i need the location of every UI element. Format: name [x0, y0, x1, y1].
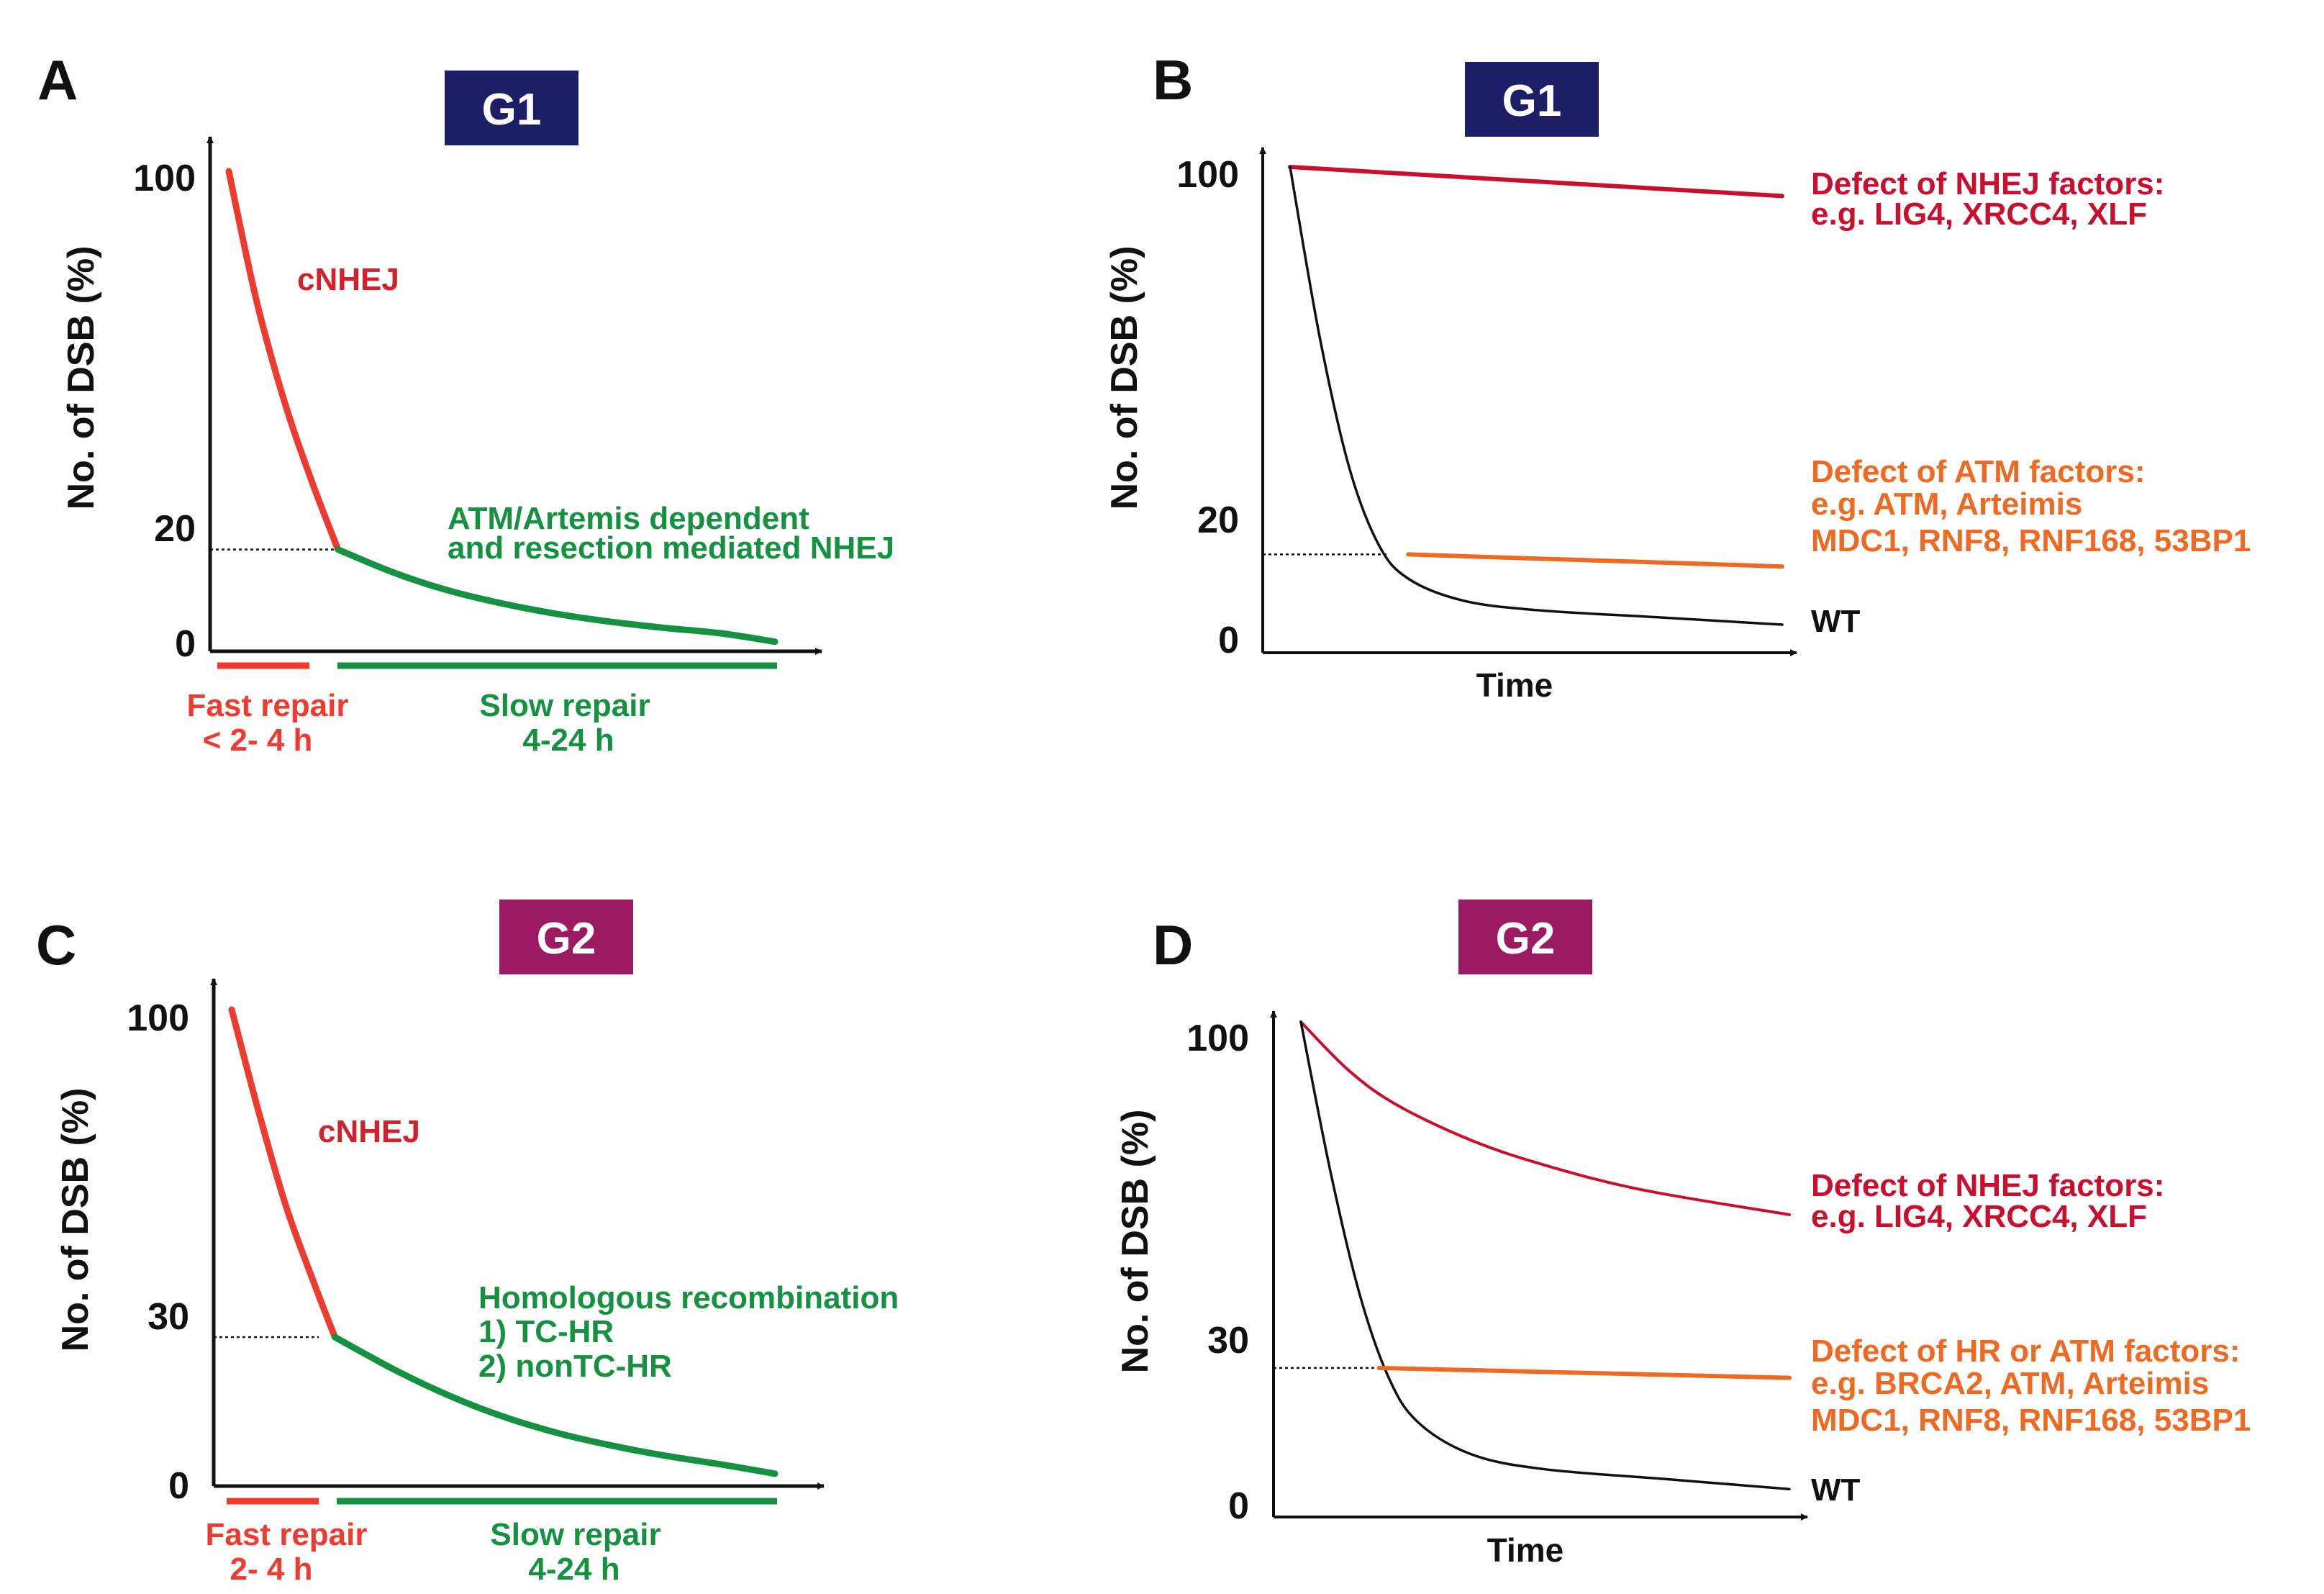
- panel-c-slow-time: 4-24 h: [528, 1552, 619, 1587]
- panel-b-ytick-100: 100: [1176, 154, 1239, 196]
- panel-c-slow-title: Slow repair: [490, 1517, 661, 1552]
- panel-b-xlabel: Time: [1476, 666, 1553, 704]
- panel-b-atm-examples-1: e.g. ATM, Arteimis: [1811, 486, 2082, 522]
- panel-c-ytick-0: 0: [168, 1465, 189, 1507]
- panel-b-nhej-defect-curve: [1288, 165, 1784, 199]
- panel-d-xlabel: Time: [1487, 1531, 1564, 1569]
- panel-a-badge: G1: [482, 85, 542, 135]
- panel-d-badge-box: [1458, 900, 1592, 974]
- panel-c-hr-title: Homologous recombination: [478, 1280, 899, 1315]
- panel-a-ytick-20: 20: [154, 508, 196, 550]
- panel-c-ylabel: No. of DSB (%): [55, 1088, 96, 1352]
- panel-d-atm-examples-2: MDC1, RNF8, RNF168, 53BP1: [1811, 1403, 2251, 1438]
- panel-c-ytick-30: 30: [147, 1296, 189, 1338]
- panel-d-wt-curve: [1299, 1020, 1791, 1490]
- panel-b-letter: B: [1153, 48, 1193, 112]
- panel-c-fast-title: Fast repair: [206, 1517, 368, 1552]
- panel-a-ylabel: No. of DSB (%): [60, 246, 102, 510]
- panel-c-letter: C: [36, 913, 76, 977]
- panel-b-wt-curve: [1289, 166, 1784, 626]
- panel-b-badge: G1: [1502, 76, 1562, 126]
- panel-b-atm-title: Defect of ATM factors:: [1811, 454, 2145, 489]
- panel-c-cnhej-label: cNHEJ: [318, 1114, 420, 1149]
- panel-c-ytick-100: 100: [127, 997, 189, 1039]
- panel-d-nhej-title: Defect of NHEJ factors:: [1811, 1168, 2164, 1203]
- panel-d-badge: G2: [1496, 914, 1556, 964]
- panel-d-atm-title: Defect of HR or ATM factors:: [1811, 1333, 2240, 1369]
- panel-b-nhej-title: Defect of NHEJ factors:: [1811, 166, 2164, 201]
- panel-c-badge-box: [499, 900, 633, 974]
- panel-b: B G1 100 20 0 No. of DSB (%) Time Defect…: [1104, 48, 2251, 704]
- panel-d-nhej-defect-curve: [1299, 1020, 1791, 1216]
- panel-a-slow-time: 4-24 h: [522, 723, 614, 758]
- panel-b-atm-examples-2: MDC1, RNF8, RNF168, 53BP1: [1811, 523, 2251, 558]
- panel-a-fast-time: < 2- 4 h: [203, 723, 313, 758]
- panel-b-wt-label: WT: [1811, 604, 1861, 639]
- panel-c-hr-curve: [331, 1333, 779, 1477]
- panel-a: A G1 100 20 0 No. of DSB (%) cNHEJ ATM/A…: [37, 48, 894, 758]
- panel-d-nhej-examples: e.g. LIG4, XRCC4, XLF: [1811, 1199, 2147, 1234]
- panel-d-wt-label: WT: [1811, 1472, 1861, 1508]
- panel-b-nhej-examples: e.g. LIG4, XRCC4, XLF: [1811, 196, 2147, 232]
- panel-a-cnhej-curve: [225, 168, 342, 553]
- panel-a-slow-label-1: ATM/Artemis dependent: [448, 501, 809, 536]
- panel-b-atm-defect-curve: [1406, 552, 1784, 569]
- panel-b-badge-box: [1465, 62, 1599, 137]
- panel-b-ytick-20: 20: [1197, 499, 1239, 541]
- panel-a-badge-box: [445, 71, 578, 145]
- panel-c-badge: G2: [537, 914, 596, 964]
- panel-a-letter: A: [37, 48, 78, 112]
- panel-d-atm-examples-1: e.g. BRCA2, ATM, Arteimis: [1811, 1366, 2209, 1401]
- panel-a-slow-label-2: and resection mediated NHEJ: [448, 530, 894, 566]
- panel-a-fast-title: Fast repair: [187, 688, 349, 723]
- panel-d: D G2 100 30 0 No. of DSB (%) Time Defect…: [1115, 900, 2251, 1569]
- panel-d-atm-defect-curve: [1376, 1365, 1792, 1380]
- panel-a-cnhej-label: cNHEJ: [297, 262, 399, 297]
- panel-a-ytick-100: 100: [133, 158, 196, 199]
- panel-a-slow-title: Slow repair: [479, 688, 650, 723]
- panel-d-ylabel: No. of DSB (%): [1115, 1110, 1156, 1374]
- panel-c-hr-item-2: 2) nonTC-HR: [478, 1349, 672, 1384]
- panel-c-hr-item-1: 1) TC-HR: [478, 1314, 614, 1349]
- panel-d-ytick-0: 0: [1228, 1485, 1249, 1527]
- panel-b-ytick-0: 0: [1218, 620, 1239, 661]
- panel-c-fast-time: 2- 4 h: [230, 1552, 313, 1587]
- panel-c-cnhej-curve: [228, 1006, 338, 1341]
- panel-a-ytick-0: 0: [175, 623, 196, 665]
- panel-d-ytick-100: 100: [1186, 1018, 1249, 1059]
- panel-a-slow-curve: [335, 546, 779, 646]
- panel-c: C G2 100 30 0 No. of DSB (%) cNHEJ Homol…: [36, 900, 899, 1587]
- panel-b-ylabel: No. of DSB (%): [1104, 246, 1145, 510]
- panel-d-ytick-30: 30: [1207, 1320, 1249, 1362]
- panel-d-letter: D: [1153, 913, 1193, 977]
